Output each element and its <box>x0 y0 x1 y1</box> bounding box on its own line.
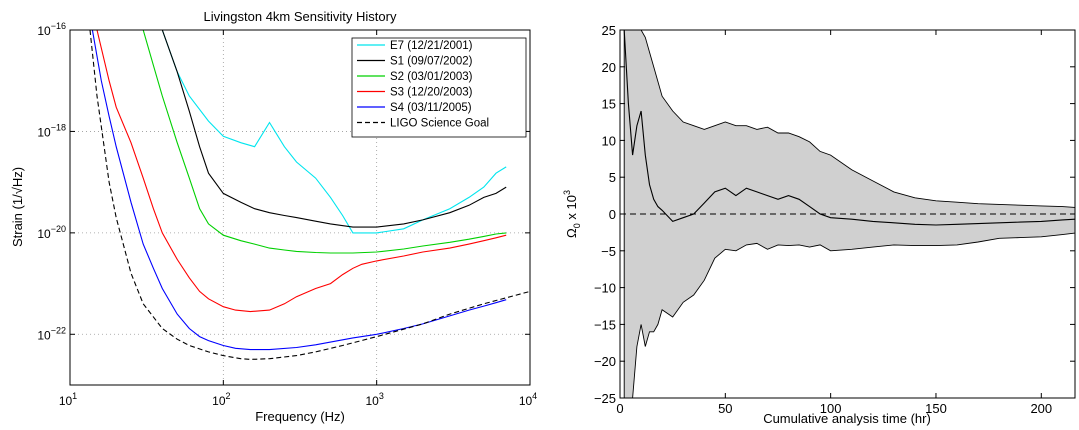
right-y-label-sup: 3 <box>562 190 572 195</box>
left-series-line <box>96 30 507 313</box>
left-series-line <box>142 30 507 254</box>
left-x-axis-label: Frequency (Hz) <box>255 409 345 424</box>
right-y-label-main: Ω <box>564 228 579 238</box>
right-y-axis-label: Ω0 x 103 <box>562 190 582 238</box>
right-y-tick-label: 0 <box>609 207 616 222</box>
left-legend: E7 (12/21/2001) S1 (09/07/2002) S2 (03/01/… <box>351 37 527 138</box>
left-y-tick-label: 10−16 <box>37 21 66 38</box>
right-y-tick-label: 5 <box>609 170 616 185</box>
right-y-tick-label: −15 <box>594 317 616 332</box>
left-series-line <box>91 30 507 351</box>
left-x-tick-label: 104 <box>519 391 537 408</box>
confidence-band <box>623 30 1075 398</box>
left-plot-frame <box>69 29 531 386</box>
right-y-tick-label: −25 <box>594 391 616 406</box>
left-series-line <box>161 30 507 228</box>
legend-entry-label: S1 (09/07/2002) <box>390 56 473 68</box>
right-x-tick-label: 200 <box>1030 401 1052 416</box>
legend-entry-label: S4 (03/11/2005) <box>390 102 472 114</box>
sensitivity-chart: 101 102 103 104 10−16 10−18 10−20 10−22 Livings… <box>10 9 537 424</box>
right-y-label-sub: 0 <box>572 223 582 228</box>
right-x-axis-label: Cumulative analysis time (hr) <box>763 411 931 426</box>
left-y-tick-label: 10−18 <box>37 122 66 139</box>
right-y-tick-label: −5 <box>601 244 616 259</box>
right-x-tick-label: 50 <box>718 401 732 416</box>
right-series-group <box>620 30 1075 398</box>
left-ticks: 101 102 103 104 10−16 10−18 10−20 10−22 <box>37 21 537 408</box>
right-x-tick-label: 0 <box>616 401 623 416</box>
right-x-tick-label: 100 <box>820 401 842 416</box>
right-y-tick-label: 10 <box>602 133 616 148</box>
legend-entry-label: LIGO Science Goal <box>390 118 489 130</box>
left-y-axis-label: Strain (1/√Hz) <box>10 167 25 247</box>
left-grid <box>70 30 530 385</box>
legend-box <box>351 37 527 138</box>
left-series-line <box>143 30 507 234</box>
left-series-group <box>89 30 530 360</box>
right-y-tick-label: 15 <box>602 97 616 112</box>
legend-entry-label: E7 (12/21/2001) <box>390 40 473 52</box>
left-chart-title: Livingston 4km Sensitivity History <box>204 9 397 24</box>
left-x-tick-label: 103 <box>365 391 383 408</box>
right-y-tick-label: 25 <box>602 23 616 38</box>
left-series-line <box>89 30 530 360</box>
right-y-tick-label: −20 <box>594 354 616 369</box>
left-y-tick-label: 10−22 <box>37 325 66 342</box>
right-y-tick-label: 20 <box>602 60 616 75</box>
right-y-tick-label: −10 <box>594 281 616 296</box>
left-x-tick-label: 102 <box>212 391 230 408</box>
right-y-label-mid: x 10 <box>564 195 579 223</box>
left-y-tick-label: 10−20 <box>37 224 66 241</box>
right-x-tick-label: 150 <box>925 401 947 416</box>
omega-estimate-line <box>623 30 1075 226</box>
left-x-tick-label: 101 <box>59 391 77 408</box>
legend-entry-label: S3 (12/20/2003) <box>390 87 473 99</box>
legend-entry-label: S2 (03/01/2003) <box>390 71 473 83</box>
